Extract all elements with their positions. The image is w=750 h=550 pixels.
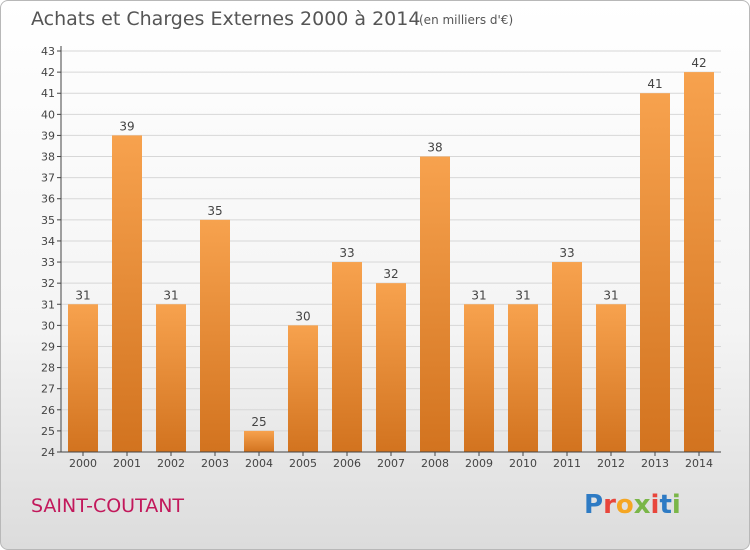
axes [57,46,721,456]
logo-letter: i [671,490,681,520]
bar-2005 [288,325,318,452]
bar-2013 [640,93,670,453]
y-tick-label: 29 [41,340,55,353]
x-tick-label: 2003 [201,457,229,470]
x-tick-label: 2002 [157,457,185,470]
bar-2006 [332,262,362,452]
x-tick-label: 2000 [69,457,97,470]
y-tick-label: 28 [41,362,55,375]
labels: 24 25 26 27 28 29 30 31 32 33 34 35 36 37 38 39 40 41 42 43… [41,45,713,470]
bars [68,72,714,453]
value-label: 41 [647,77,662,91]
value-label: 35 [207,204,222,218]
bar-2010 [508,304,538,452]
x-tick-label: 2001 [113,457,141,470]
y-tick-label: 33 [41,256,55,269]
x-tick-label: 2007 [377,457,405,470]
x-tick-label: 2009 [465,457,493,470]
y-tick-label: 25 [41,425,55,438]
x-tick-label: 2010 [509,457,537,470]
bar-2003 [200,219,230,452]
y-tick-label: 26 [41,404,55,417]
bar-2007 [376,283,406,452]
y-tick-label: 30 [41,319,55,332]
value-label: 31 [603,288,618,302]
x-tick-label: 2004 [245,457,273,470]
y-tick-label: 34 [41,235,55,248]
value-label: 31 [163,288,178,302]
value-label: 31 [471,288,486,302]
y-tick-label: 31 [41,298,55,311]
x-tick-label: 2014 [685,457,713,470]
y-tick-label: 42 [41,66,55,79]
x-tick-label: 2005 [289,457,317,470]
logo-letter: i [650,490,660,520]
bar-2004 [244,430,274,452]
value-label: 33 [339,246,354,260]
bar-2008 [420,156,450,453]
commune-name: SAINT-COUTANT [31,495,185,517]
bar-2001 [112,135,142,452]
x-tick-label: 2012 [597,457,625,470]
bar-2012 [596,304,626,452]
logo-letter: o [615,490,634,520]
value-label: 31 [515,288,530,302]
chart-title: Achats et Charges Externes 2000 à 2014 [31,8,421,30]
x-tick-label: 2006 [333,457,361,470]
bar-2014 [684,72,714,453]
bar-2000 [68,304,98,452]
logo-letter: r [603,490,616,520]
x-tick-label: 2011 [553,457,581,470]
value-label: 38 [427,141,442,155]
y-tick-label: 40 [41,108,55,121]
value-label: 42 [691,56,706,70]
y-tick-label: 27 [41,383,55,396]
value-label: 30 [295,309,310,323]
chart-unit: (en milliers d'€) [419,13,514,27]
bar-2011 [552,262,582,452]
y-tick-label: 38 [41,151,55,164]
y-tick-label: 37 [41,172,55,185]
y-tick-label: 35 [41,214,55,227]
x-tick-label: 2008 [421,457,449,470]
y-tick-label: 39 [41,129,55,142]
value-label: 39 [119,119,134,133]
logo-letter: t [659,490,672,520]
x-tick-label: 2013 [641,457,669,470]
y-tick-label: 36 [41,193,55,206]
y-tick-label: 24 [41,446,55,459]
bar-2002 [156,304,186,452]
y-tick-label: 43 [41,45,55,58]
y-tick-label: 32 [41,277,55,290]
value-label: 33 [559,246,574,260]
logo-letter: P [584,490,604,520]
logo-letter: x [633,490,651,520]
value-label: 31 [75,288,90,302]
value-label: 25 [251,415,266,429]
bar-2009 [464,304,494,452]
y-tick-label: 41 [41,87,55,100]
value-label: 32 [383,267,398,281]
proxiti-logo: Proxiti [584,490,681,520]
